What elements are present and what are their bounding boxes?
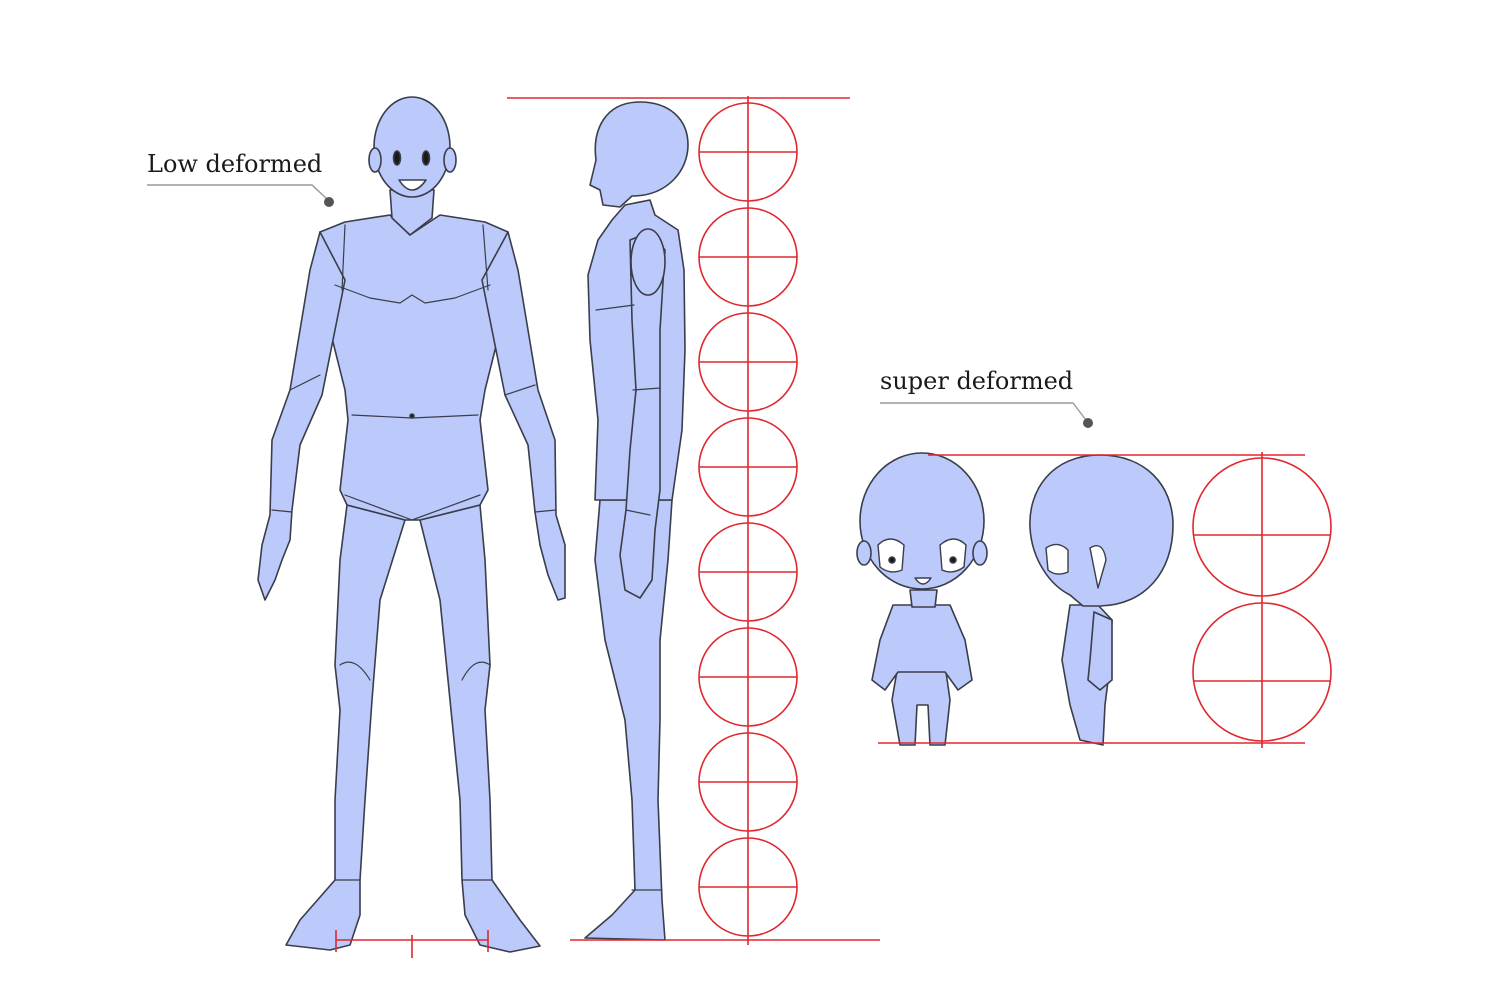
side-shoulder <box>630 228 666 296</box>
super-deformed-label: super deformed <box>880 367 1074 395</box>
front-eye-left <box>392 150 402 166</box>
chibi-front-head <box>859 452 985 590</box>
chibi-front <box>856 452 988 746</box>
head-unit-circles <box>698 102 798 937</box>
front-left-leg <box>285 504 406 951</box>
front-ear-right <box>443 147 457 173</box>
side-leg <box>584 499 673 941</box>
front-eye-right <box>421 150 431 166</box>
side-arm <box>619 231 666 599</box>
low-deformed-label: Low deformed <box>147 150 323 178</box>
chibi-front-neck <box>909 589 938 608</box>
chibi-side-head <box>1029 454 1174 607</box>
front-ear-left <box>368 147 382 173</box>
chibi-front-body <box>871 604 973 691</box>
front-right-leg <box>419 504 541 953</box>
chibi-front-eye-left <box>877 538 905 573</box>
chibi-front-mouth <box>914 577 932 585</box>
front-head <box>373 96 451 198</box>
proportion-guides <box>335 96 1332 958</box>
chibi-side <box>1029 454 1174 746</box>
side-head <box>589 101 689 208</box>
front-left-arm <box>257 231 346 601</box>
label-leaders <box>147 184 1093 428</box>
front-figure <box>257 96 566 953</box>
side-figure <box>584 101 689 941</box>
front-mouth <box>398 179 427 191</box>
chibi-front-legs <box>891 664 951 746</box>
chibi-side-arm <box>1087 611 1113 691</box>
front-right-arm <box>481 231 566 601</box>
chibi-front-eye-right <box>939 538 967 573</box>
front-torso <box>315 214 516 521</box>
